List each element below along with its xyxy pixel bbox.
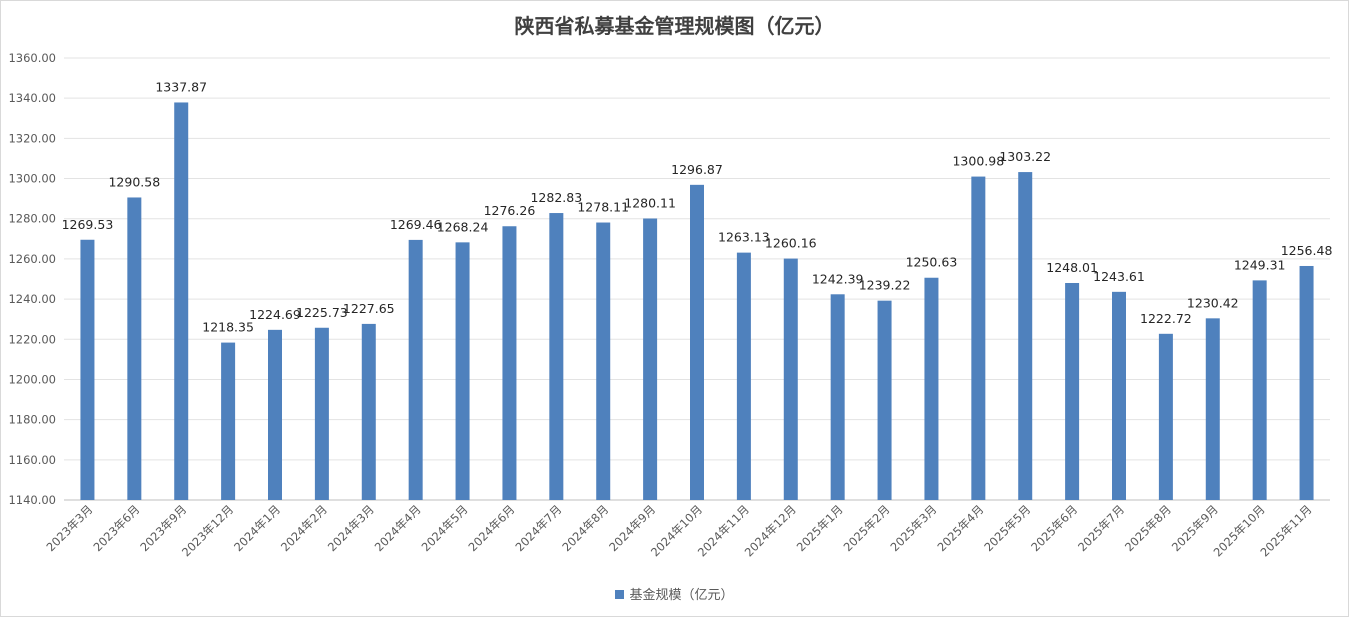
y-tick-label: 1240.00 [8, 292, 56, 306]
bar [268, 329, 282, 500]
x-tick-label: 2023年6月 [90, 502, 142, 554]
bar [877, 300, 892, 500]
x-tick-label: 2025年7月 [1075, 502, 1127, 554]
bar [643, 218, 658, 500]
legend-swatch [615, 590, 625, 599]
data-label: 1282.83 [530, 190, 582, 205]
bar [736, 252, 751, 500]
bar [1205, 318, 1220, 500]
bar [1299, 265, 1314, 500]
data-labels: 1269.53 1290.58 1337.87 1218.351224.691225.… [62, 79, 1333, 334]
bar [783, 258, 798, 500]
data-label: 1269.53 [62, 217, 114, 232]
chart-title: 陕西省私募基金管理规模图（亿元） [514, 14, 835, 38]
x-tick-label: 2024年4月 [372, 502, 424, 554]
data-label: 1249.31 [1234, 257, 1286, 272]
data-label: 1250.63 [906, 255, 958, 270]
data-label: 1290.58 [108, 174, 160, 189]
bar [174, 102, 189, 500]
bar [1112, 291, 1126, 500]
x-tick-label: 2024年5月 [419, 502, 471, 554]
data-label: 1296.87 [671, 162, 723, 177]
data-label: 1218.35 [202, 320, 254, 335]
x-tick-label: 2024年2月 [278, 502, 330, 554]
x-tick-label: 2024年1月 [231, 502, 283, 554]
data-label: 1227.65 [343, 301, 395, 316]
data-label: 1260.16 [765, 236, 817, 251]
x-tick-label: 2025年1月 [794, 502, 846, 554]
data-label: 1276.26 [484, 203, 536, 218]
x-tick-label: 2025年6月 [1028, 502, 1080, 554]
y-tick-label: 1300.00 [8, 172, 56, 186]
x-tick-label: 2025年3月 [888, 502, 940, 554]
y-tick-label: 1160.00 [8, 453, 56, 467]
y-tick-label: 1180.00 [8, 413, 56, 427]
y-tick-label: 1280.00 [8, 212, 56, 226]
data-label: 1256.48 [1281, 243, 1333, 258]
bar [1018, 172, 1033, 501]
bar [971, 176, 986, 500]
data-label: 1225.73 [296, 305, 348, 320]
data-label: 1243.61 [1093, 269, 1145, 284]
x-tick-label: 2024年6月 [466, 502, 518, 554]
bar [408, 239, 423, 501]
y-tick-label: 1220.00 [8, 332, 56, 346]
y-tick-label: 1320.00 [8, 131, 56, 145]
data-label: 1268.24 [437, 219, 489, 234]
bar [221, 342, 236, 500]
data-label: 1303.22 [999, 149, 1051, 164]
y-tick-label: 1260.00 [8, 252, 56, 266]
bar [690, 184, 704, 500]
bar [127, 197, 142, 501]
data-label: 1300.98 [952, 154, 1004, 169]
data-label: 1280.11 [624, 196, 676, 211]
bar [1252, 280, 1267, 500]
legend: 基金规模（亿元） [0, 584, 1349, 603]
bar [455, 242, 470, 500]
x-tick-label: 2023年3月 [44, 502, 96, 554]
bar [549, 213, 564, 500]
data-label: 1248.01 [1046, 260, 1098, 275]
bar [596, 222, 611, 500]
x-tick-label: 2024年3月 [325, 502, 377, 554]
y-tick-label: 1340.00 [8, 91, 56, 105]
data-label: 1269.46 [390, 217, 442, 232]
data-label: 1242.39 [812, 271, 864, 286]
data-label: 1278.11 [577, 200, 629, 215]
data-label: 1224.69 [249, 307, 301, 322]
bar [924, 277, 939, 500]
bar [502, 226, 517, 500]
bar [1065, 282, 1080, 500]
data-label: 1230.42 [1187, 295, 1239, 310]
bars [80, 102, 1314, 501]
x-tick-label: 2025年8月 [1122, 502, 1174, 554]
bar [314, 327, 329, 500]
bar [1158, 333, 1173, 500]
y-axis: 1140.00 1160.00 1180.00 1200.00 1220.00 1240.… [8, 51, 56, 507]
x-tick-label: 2024年7月 [512, 502, 564, 554]
bar [80, 239, 95, 500]
x-tick-label: 2024年8月 [559, 502, 611, 554]
bar [361, 323, 376, 500]
x-tick-label: 2025年5月 [981, 502, 1033, 554]
data-label: 1263.13 [718, 230, 770, 245]
bar [830, 294, 845, 500]
y-tick-label: 1360.00 [8, 51, 56, 65]
legend-label: 基金规模（亿元） [629, 588, 734, 603]
data-label: 1222.72 [1140, 311, 1192, 326]
x-axis: 2023年3月2023年6月2023年9月2023年12月2024年1月2024… [44, 502, 1315, 559]
data-label: 1239.22 [859, 278, 911, 293]
y-tick-label: 1200.00 [8, 372, 56, 386]
x-tick-label: 2025年4月 [934, 502, 986, 554]
x-tick-label: 2025年2月 [841, 502, 893, 554]
data-label: 1337.87 [155, 79, 207, 94]
y-tick-label: 1140.00 [8, 493, 56, 507]
